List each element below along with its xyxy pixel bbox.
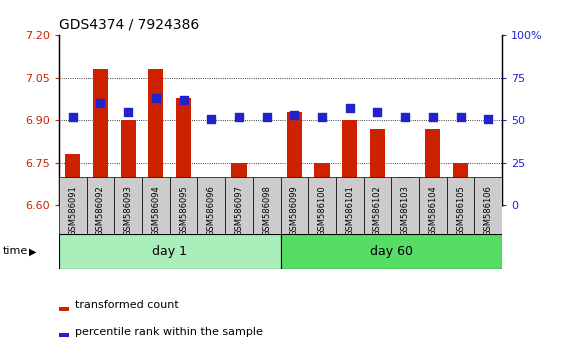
Text: ▶: ▶	[29, 246, 36, 256]
Bar	[370, 129, 385, 205]
Bar	[93, 69, 108, 205]
Point	[96, 101, 105, 106]
Point	[234, 114, 243, 120]
Bar	[121, 120, 136, 205]
Bar	[59, 234, 280, 269]
Text: GSM586099: GSM586099	[290, 185, 299, 236]
Point	[429, 114, 438, 120]
Text: GSM586101: GSM586101	[345, 185, 354, 236]
Bar	[59, 177, 86, 234]
Text: GSM586104: GSM586104	[429, 185, 438, 236]
Bar	[148, 69, 163, 205]
Point	[290, 113, 299, 118]
Text: transformed count: transformed count	[75, 300, 179, 310]
Text: GSM586091: GSM586091	[68, 185, 77, 236]
Bar	[287, 112, 302, 205]
Bar	[364, 177, 392, 234]
Point	[123, 109, 132, 115]
Point	[207, 116, 216, 121]
Text: time: time	[3, 246, 28, 256]
Point	[456, 114, 465, 120]
Bar	[336, 177, 364, 234]
Bar	[280, 234, 502, 269]
Point	[484, 116, 493, 121]
Bar	[425, 129, 440, 205]
Text: GSM586098: GSM586098	[262, 185, 271, 236]
Text: GSM586093: GSM586093	[123, 185, 132, 236]
Bar	[259, 183, 274, 205]
Bar	[169, 177, 197, 234]
Bar	[475, 177, 502, 234]
Bar	[453, 163, 468, 205]
Bar	[481, 185, 496, 205]
Text: GSM586097: GSM586097	[234, 185, 243, 236]
Text: day 60: day 60	[370, 245, 413, 258]
Text: GSM586106: GSM586106	[484, 185, 493, 236]
Point	[262, 114, 271, 120]
Bar	[231, 163, 247, 205]
Bar	[59, 333, 68, 337]
Point	[151, 96, 160, 101]
Bar	[308, 177, 336, 234]
Bar	[280, 177, 308, 234]
Point	[345, 105, 354, 111]
Bar	[225, 177, 253, 234]
Bar	[314, 163, 330, 205]
Text: GSM586096: GSM586096	[207, 185, 216, 236]
Bar	[114, 177, 142, 234]
Bar	[398, 177, 413, 205]
Point	[318, 114, 327, 120]
Bar	[419, 177, 447, 234]
Text: percentile rank within the sample: percentile rank within the sample	[75, 327, 263, 337]
Text: GDS4374 / 7924386: GDS4374 / 7924386	[59, 18, 199, 32]
Bar	[86, 177, 114, 234]
Bar	[447, 177, 475, 234]
Bar	[65, 154, 80, 205]
Text: GSM586092: GSM586092	[96, 185, 105, 236]
Text: GSM586103: GSM586103	[401, 185, 410, 236]
Bar	[197, 177, 225, 234]
Bar	[142, 177, 169, 234]
Bar	[342, 120, 357, 205]
Point	[401, 114, 410, 120]
Text: GSM586102: GSM586102	[373, 185, 382, 236]
Bar	[253, 177, 280, 234]
Text: GSM586105: GSM586105	[456, 185, 465, 236]
Text: GSM586095: GSM586095	[179, 185, 188, 236]
Point	[373, 109, 382, 115]
Bar	[59, 307, 68, 311]
Text: GSM586094: GSM586094	[151, 185, 160, 236]
Point	[179, 97, 188, 103]
Bar	[204, 183, 219, 205]
Point	[68, 114, 77, 120]
Bar	[392, 177, 419, 234]
Bar	[176, 98, 191, 205]
Text: GSM586100: GSM586100	[318, 185, 327, 236]
Text: day 1: day 1	[152, 245, 187, 258]
